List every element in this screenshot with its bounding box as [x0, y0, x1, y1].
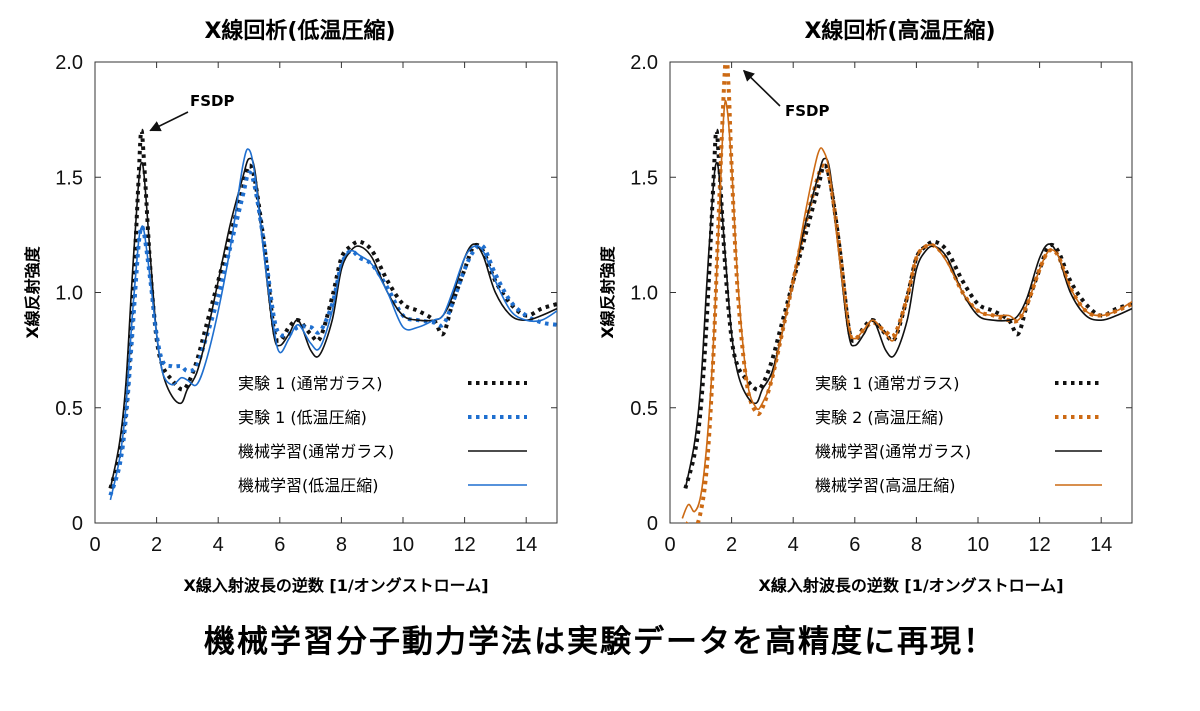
- x-tick-label: 2: [726, 534, 737, 556]
- x-tick-label: 6: [274, 534, 285, 556]
- chart-title: X線回析(低温圧縮): [204, 18, 395, 44]
- x-tick-label: 8: [336, 534, 347, 556]
- fsdp-label: FSDP: [190, 92, 235, 110]
- fsdp-arrow: [149, 111, 189, 132]
- x-axis-label: X線入射波長の逆数 [1/オングストローム]: [758, 576, 1063, 595]
- x-tick-label: 2: [151, 534, 162, 556]
- x-axis-label: X線入射波長の逆数 [1/オングストローム]: [183, 576, 488, 595]
- series-group: [108, 128, 557, 501]
- legend-label: 機械学習(高温圧縮): [815, 476, 956, 495]
- y-tick-label: 0.5: [630, 398, 658, 420]
- series-line-4: [681, 99, 1132, 519]
- series-group: [681, 62, 1132, 523]
- series-line-4: [109, 148, 557, 501]
- y-tick-label: 2.0: [630, 52, 658, 74]
- x-tick-label: 6: [849, 534, 860, 556]
- series-line-3: [684, 157, 1132, 489]
- fsdp-arrow: [742, 69, 781, 107]
- x-tick-label: 10: [967, 534, 989, 556]
- caption: 機械学習分子動力学法は実験データを高精度に再現！: [204, 624, 996, 660]
- y-tick-label: 1.5: [55, 167, 83, 189]
- legend: 実験 1 (通常ガラス) 実験 1 (低温圧縮) 機械学習(通常ガラス) 機械学習(低…: [238, 374, 527, 495]
- legend-label: 実験 2 (高温圧縮): [815, 408, 944, 427]
- x-tick-label: 0: [664, 534, 675, 556]
- fsdp-label: FSDP: [785, 102, 830, 120]
- chart-title: X線回析(高温圧縮): [804, 18, 995, 44]
- legend-label: 実験 1 (通常ガラス): [238, 374, 383, 393]
- y-tick-label: 1.0: [55, 283, 83, 305]
- y-tick-label: 1.0: [630, 283, 658, 305]
- x-tick-label: 4: [788, 534, 799, 556]
- x-tick-label: 12: [453, 534, 475, 556]
- y-axis-label: X線反射強度: [600, 245, 617, 338]
- x-tick-label: 14: [515, 534, 537, 556]
- chart-svg-high-temp: X線回析(高温圧縮) 0 2 4 6 8 10 12 14 0 0.5 1.0 1.5 2.0 X線入射波長…: [600, 18, 1133, 595]
- chart-panel-low-temp: X線回析(低温圧縮) 0 2 4 6 8 10 12 14 0 0.5 1.0 1.5 2.0 X線入射波長…: [0, 0, 600, 620]
- series-line-3: [109, 157, 557, 489]
- chart-svg-low-temp: X線回析(低温圧縮) 0 2 4 6 8 10 12 14 0 0.5 1.0 1.5 2.0 X線入射波長…: [23, 18, 558, 595]
- legend-label: 実験 1 (通常ガラス): [815, 374, 960, 393]
- x-tick-label: 4: [213, 534, 224, 556]
- legend-label: 機械学習(通常ガラス): [815, 442, 971, 461]
- x-tick-label: 8: [911, 534, 922, 556]
- chart-panel-high-temp: X線回析(高温圧縮) 0 2 4 6 8 10 12 14 0 0.5 1.0 1.5 2.0 X線入射波長…: [600, 0, 1200, 620]
- y-tick-label: 2.0: [55, 52, 83, 74]
- legend-label: 機械学習(低温圧縮): [238, 476, 379, 495]
- legend-label: 実験 1 (低温圧縮): [238, 408, 367, 427]
- y-tick-label: 0.5: [55, 398, 83, 420]
- legend: 実験 1 (通常ガラス) 実験 2 (高温圧縮) 機械学習(通常ガラス) 機械学習(高…: [815, 374, 1102, 495]
- y-tick-label: 0: [647, 513, 658, 535]
- x-tick-label: 0: [89, 534, 100, 556]
- x-tick-label: 14: [1090, 534, 1112, 556]
- x-tick-label: 10: [392, 534, 414, 556]
- y-axis-label: X線反射強度: [23, 245, 42, 338]
- legend-label: 機械学習(通常ガラス): [238, 442, 394, 461]
- x-tick-label: 12: [1028, 534, 1050, 556]
- y-tick-label: 1.5: [630, 167, 658, 189]
- y-tick-label: 0: [72, 513, 83, 535]
